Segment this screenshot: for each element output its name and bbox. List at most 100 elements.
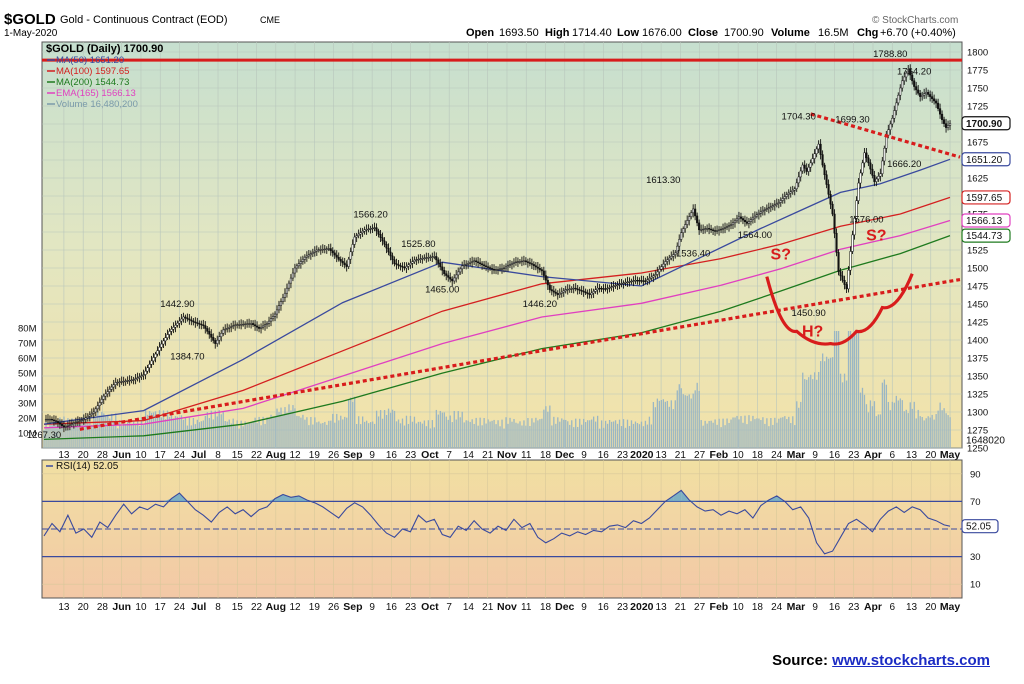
price-candle-body [654,274,657,277]
price-candle-body [777,202,780,204]
price-candle-body [737,216,741,220]
price-candle-body [610,286,613,288]
rsi-x-tick-label: 12 [290,602,302,613]
volume-bar [841,382,844,448]
volume-y-axis: 10M 20M 30M 40M 50M 60M 70M 80M [18,324,37,440]
price-candle-body [775,203,778,205]
volume-bar [294,408,296,448]
price-candle-body [483,264,486,267]
volume-bar [899,398,901,448]
price-candle-body [44,418,48,421]
volume-bar [853,335,856,448]
price-candle-body [315,249,318,252]
volume-bar [445,416,447,448]
volume-bar [481,425,483,448]
price-candle-body [648,278,651,280]
price-candle-body [735,218,739,222]
price-candle-body [323,248,326,251]
volume-bar [903,411,905,448]
volume-bar [742,422,744,448]
price-candle-body [104,393,107,397]
price-x-tick-label: 13 [906,450,918,461]
price-candle-body [542,270,545,276]
price-candle-body [437,259,440,264]
volume-bar [943,408,945,448]
volume-bars [43,331,951,448]
price-candle-body [721,228,725,230]
volume-bar [847,331,850,448]
price-candle-body [809,162,812,168]
price-candle-body [534,265,537,268]
volume-bar [232,418,234,448]
price-candle-body [496,269,500,271]
price-candle-body [355,235,358,238]
rsi-x-tick-label: 2020 [630,601,654,613]
price-candle-body [897,94,900,104]
volume-bar [451,422,453,448]
price-candle-body [540,269,543,272]
price-candle-body [700,229,703,231]
price-candle-body [258,326,261,329]
price-candle-body [100,399,103,403]
volume-bar [47,427,49,448]
volume-bar [589,420,591,448]
volume-bar [692,393,694,448]
volume-bar [571,420,573,448]
price-candle-body [397,264,400,266]
price-x-tick-label: 7 [446,450,452,461]
volume-bar [461,411,463,448]
source-link[interactable]: www.stockcharts.com [832,652,990,669]
volume-bar [652,401,655,448]
volume-bar [596,415,599,448]
price-candle-body [361,231,364,233]
rsi-x-tick-label: 19 [309,602,321,613]
price-candle-body [303,256,306,260]
contract-description: Gold - Continuous Contract (EOD) [60,14,228,26]
volume-bar [425,426,428,448]
price-candle-body [200,323,203,326]
volume-bar [598,428,601,448]
volume-bar [816,379,818,448]
price-candle-body [367,228,370,231]
price-candle-body [793,188,796,191]
volume-bar [170,414,173,448]
volume-bar [358,416,360,448]
volume-bar [49,421,51,448]
price-tick-label: 1475 [967,282,988,293]
price-value-label: 1450.90 [791,308,825,319]
volume-bar [262,416,264,448]
volume-bar [905,409,907,448]
rsi-x-tick-label: 8 [215,602,221,613]
price-candle-body [325,248,328,250]
volume-bar [551,425,553,448]
volume-bar [851,334,854,448]
price-candle-body [66,425,69,427]
price-candle-body [307,254,310,257]
price-candle-body [570,288,573,290]
volume-bar [326,424,328,448]
price-candle-body [222,329,225,334]
price-candle-body [706,228,709,230]
volume-bar [547,411,549,448]
price-candle-body [439,263,442,268]
price-candle-body [371,227,374,230]
volume-bar [784,416,786,448]
volume-bar [178,417,181,448]
rsi-x-tick-label: 10 [733,602,745,613]
rsi-tick-label: 90 [970,469,981,480]
price-tick-label: 1350 [967,372,988,383]
rsi-x-tick-label: 18 [540,602,552,613]
volume-bar [212,419,214,448]
price-candle-body [514,261,517,264]
price-candle-body [598,287,601,290]
volume-bar [760,420,762,448]
volume-bar [778,418,780,448]
price-candle-body [82,418,85,421]
volume-bar [208,417,210,448]
volume-bar [887,401,890,448]
price-x-tick-label: Oct [421,449,439,461]
volume-bar [567,421,569,448]
volume-bar [774,417,776,448]
volume-bar [338,420,340,448]
price-candle-body [238,324,241,326]
